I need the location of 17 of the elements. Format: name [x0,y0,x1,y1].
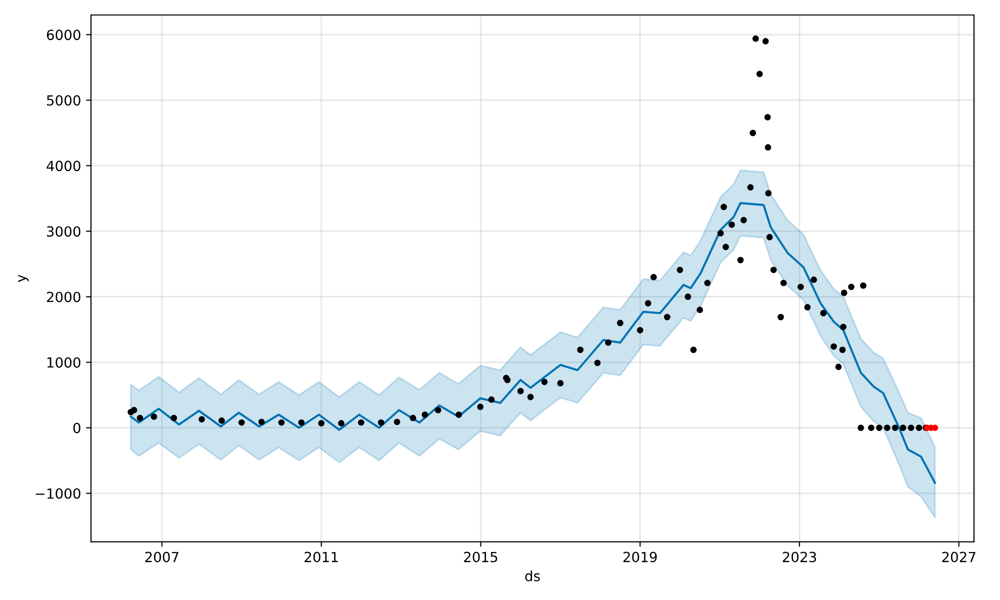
x-tick-label: 2019 [623,552,657,562]
y-axis-title: y [18,274,29,282]
y-tick-label: −1000 [36,488,80,499]
x-tick-label: 2023 [782,552,816,562]
y-tick-label: 5000 [47,95,80,106]
x-tick-label: 2007 [145,552,178,562]
x-tick-label: 2011 [304,552,338,562]
line-series [130,202,936,484]
y-tick-label: 1000 [47,357,80,368]
y-tick-label: 6000 [46,30,80,40]
y-tick-label: 4000 [46,160,80,172]
y-tick-label: 0 [73,422,80,434]
x-tick-label: 2015 [464,552,498,562]
x-tick-label: 2027 [942,552,976,562]
x-axis-title: ds [525,570,540,582]
y-tick-label: 3000 [46,226,80,237]
y-tick-label: 2000 [46,292,80,302]
